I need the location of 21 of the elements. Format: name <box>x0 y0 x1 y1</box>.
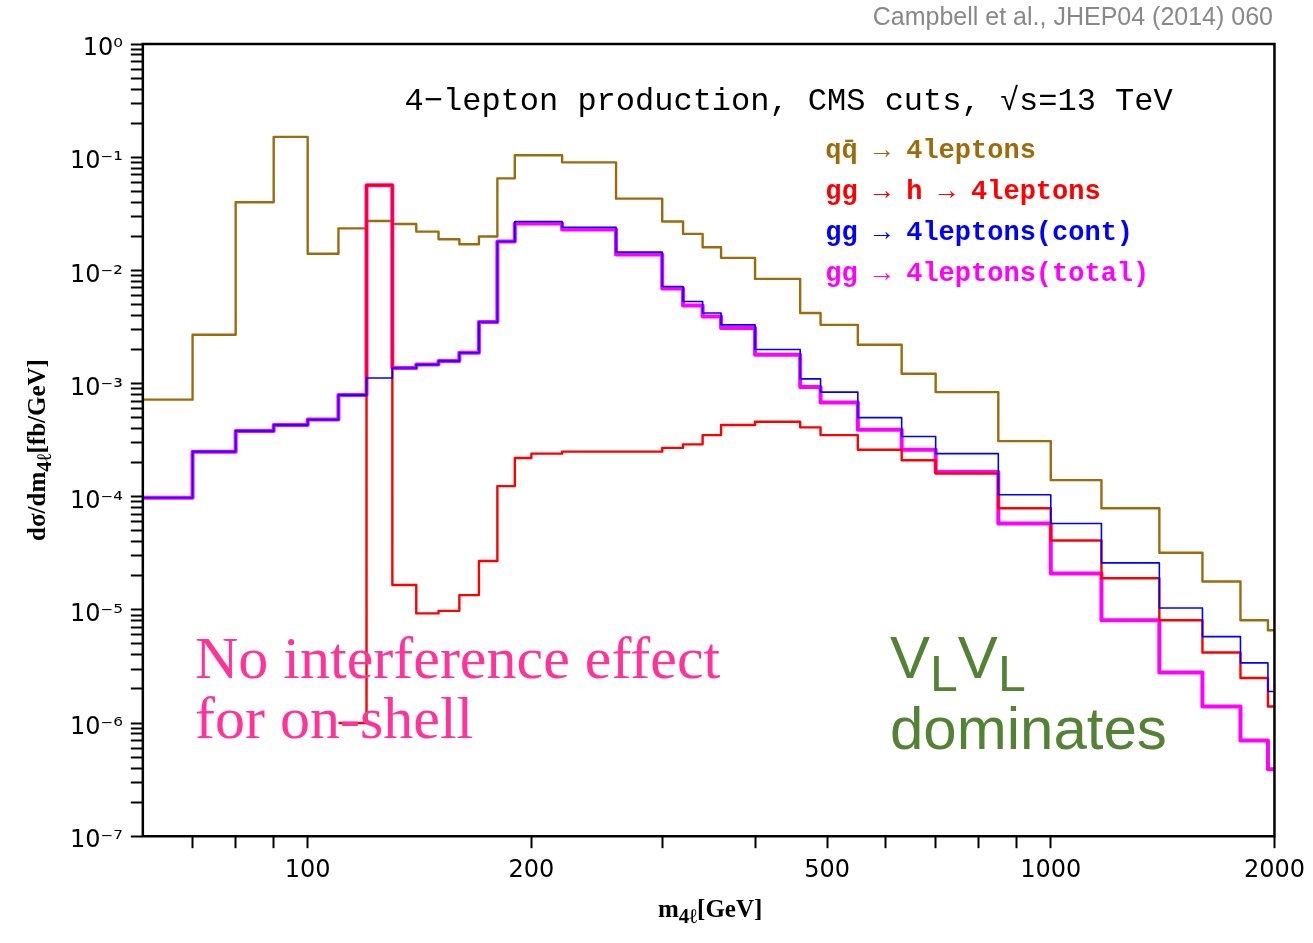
x-tick-label: 100 <box>284 854 331 883</box>
text: gg → h → 4leptons <box>825 177 1101 207</box>
x-axis-title: m$_{4ℓ}$[GeV] <box>658 895 763 929</box>
annotation: V$_{L}$V$_{L}$ dominates <box>890 624 1168 762</box>
x-tick-label: 2000 <box>1243 854 1305 883</box>
x-tick-label: 1000 <box>1020 854 1082 883</box>
text: gg → 4leptons(cont) <box>825 218 1134 248</box>
y-tick-label: 10⁻³ <box>70 372 123 401</box>
text: 4−lepton production, CMS cuts, √s=13 TeV <box>404 83 1174 120</box>
y-tick-label: 10⁻² <box>70 259 123 288</box>
y-tick-label: 10⁻⁵ <box>70 599 123 628</box>
y-tick-label: 10⁻⁷ <box>70 825 123 854</box>
y-tick-label: 10⁻⁶ <box>70 712 123 741</box>
y-tick-label: 10⁻¹ <box>70 146 123 175</box>
y-tick-label: 10⁰ <box>82 33 123 62</box>
text: qq̄ → 4leptons <box>825 136 1036 166</box>
x-tick-label: 500 <box>804 854 850 883</box>
x-tick-label: 200 <box>508 854 555 883</box>
text: Campbell et al., JHEP04 (2014) 060 <box>872 2 1273 31</box>
y-tick-label: 10⁻⁴ <box>70 485 123 514</box>
text: gg → 4leptons(total) <box>825 259 1150 289</box>
